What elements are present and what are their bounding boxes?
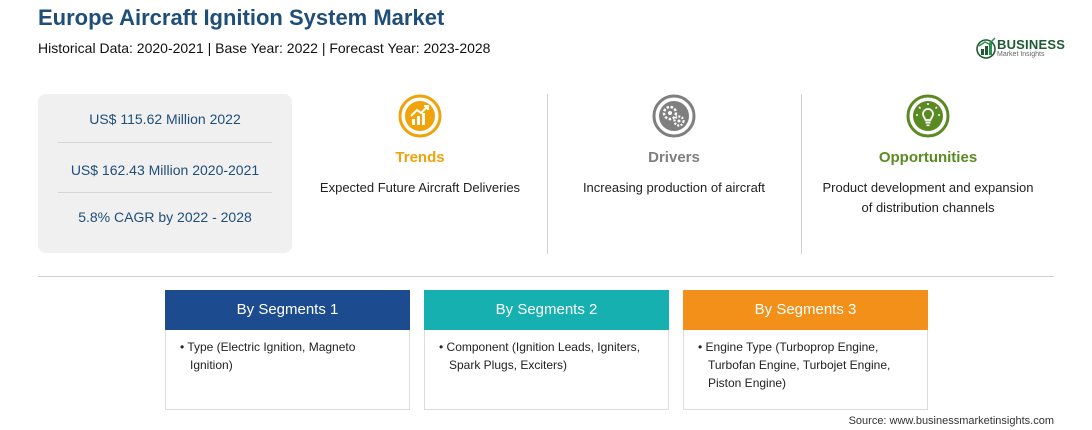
page-subtitle: Historical Data: 2020-2021 | Base Year: … [38, 40, 491, 56]
segment-2-line: • Component (Ignition Leads, Igniters, [439, 340, 640, 354]
segment-3-line: • Engine Type (Turboprop Engine, [698, 340, 879, 354]
stat-market-size-historical: US$ 162.43 Million 2020-2021 [70, 162, 260, 178]
segment-1-line: • Type (Electric Ignition, Magneto [180, 340, 356, 354]
segment-card-1: By Segments 1 • Type (Electric Ignition,… [165, 290, 410, 410]
segment-card-3: By Segments 3 • Engine Type (Turboprop E… [683, 290, 928, 410]
market-stats-panel: US$ 115.62 Million 2022 US$ 162.43 Milli… [38, 94, 292, 253]
drivers-text: Increasing production of aircraft [582, 180, 766, 195]
source-credit: Source: www.businessmarketinsights.com [848, 415, 1054, 427]
business-market-insights-logo: BUSINESS Market Insights [976, 36, 1076, 62]
segment-1-title: By Segments 1 [165, 290, 410, 330]
trends-text: Expected Future Aircraft Deliveries [319, 180, 521, 195]
segment-2-title: By Segments 2 [424, 290, 669, 330]
trends-title: Trends [395, 149, 445, 166]
lightbulb-icon [906, 94, 950, 138]
stat-market-size-2022: US$ 115.62 Million 2022 [89, 111, 241, 127]
opportunities-title: Opportunities [878, 149, 978, 166]
opportunities-text: Product development and expansion of dis… [805, 178, 1051, 218]
logo-globe-icon [976, 37, 996, 59]
chart-trend-icon [398, 94, 442, 138]
stat-divider [58, 192, 272, 193]
segment-2-body: • Component (Ignition Leads, Igniters, S… [439, 338, 664, 374]
segment-3-line: Turbofan Engine, Turbojet Engine, [708, 358, 891, 372]
segment-1-line: Ignition) [190, 358, 233, 372]
page-title: Europe Aircraft Ignition System Market [38, 5, 445, 30]
section-divider [38, 276, 1054, 277]
gears-icon [652, 94, 696, 138]
logo-tagline: Market Insights [997, 51, 1045, 58]
opportunities-text-line: Product development and expansion [822, 180, 1034, 195]
logo-name: BUSINESS [997, 37, 1066, 52]
drivers-title: Drivers [648, 149, 700, 166]
segment-card-2: By Segments 2 • Component (Ignition Lead… [424, 290, 669, 410]
segment-3-line: Piston Engine) [708, 376, 787, 390]
stat-cagr: 5.8% CAGR by 2022 - 2028 [78, 209, 252, 225]
opportunities-text-line: of distribution channels [861, 200, 995, 215]
segment-1-body: • Type (Electric Ignition, Magneto Ignit… [180, 338, 405, 374]
segment-3-body: • Engine Type (Turboprop Engine, Turbofa… [698, 338, 923, 392]
segment-2-line: Spark Plugs, Exciters) [449, 358, 568, 372]
stat-divider [58, 142, 272, 143]
pillar-divider [547, 94, 548, 254]
segment-3-title: By Segments 3 [683, 290, 928, 330]
pillar-divider [801, 94, 802, 254]
